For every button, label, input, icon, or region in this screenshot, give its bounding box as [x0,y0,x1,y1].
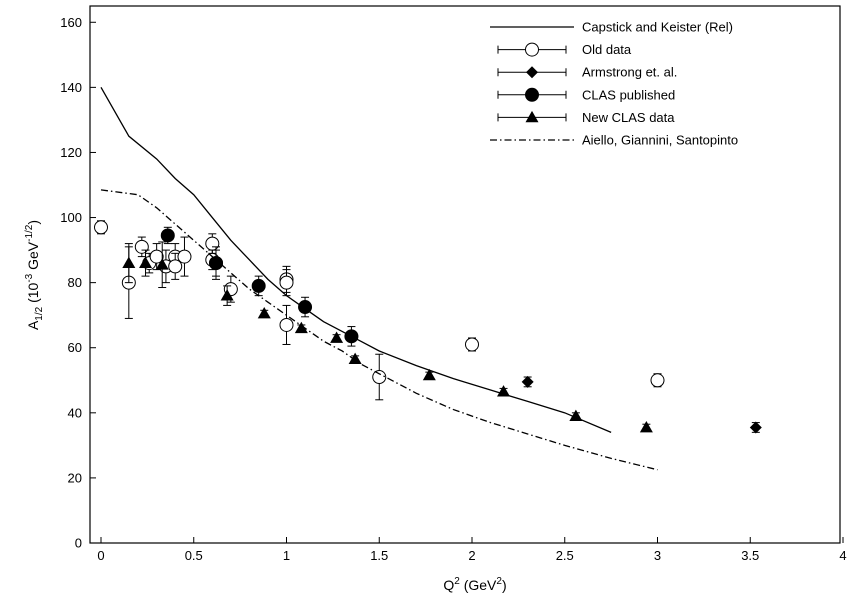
data-point [94,220,108,235]
data-point [168,259,183,274]
data-point [465,337,479,352]
x-tick-label: 2 [468,548,475,563]
data-point [155,258,169,270]
legend-label: Old data [582,42,632,57]
x-tick-label: 4 [839,548,846,563]
legend-item: Capstick and Keister (Rel) [490,20,733,35]
y-tick-label: 60 [68,340,82,355]
legend-label: CLAS published [582,87,675,102]
data-point [330,331,344,343]
legend-label: Capstick and Keister (Rel) [582,20,733,35]
series-2 [521,375,762,434]
x-tick-label: 3 [654,548,661,563]
x-tick-label: 0 [97,548,104,563]
legend-label: Aiello, Giannini, Santopinto [582,133,738,148]
data-point [257,307,271,319]
legend-label: New CLAS data [582,110,675,125]
series-layer [94,87,762,471]
legend-item: CLAS published [497,87,675,102]
y-tick-label: 80 [68,275,82,290]
legend-marker [526,66,538,79]
data-point [639,420,653,433]
y-axis-label: A1/2 (10-3 GeV-1/2) [24,220,45,330]
data-point [422,368,436,381]
data-point [749,421,762,434]
x-axis-label: Q2 (GeV2) [443,576,506,593]
data-point [139,256,153,268]
y-tick-label: 100 [60,210,82,225]
data-point [348,352,362,364]
series-line [100,189,658,471]
data-point [209,256,224,271]
data-point [122,256,136,268]
legend: Capstick and Keister (Rel) Old data Armstr… [490,20,738,148]
data-point [298,300,313,315]
series-1 [94,220,665,401]
data-point [279,275,294,290]
series-5 [100,189,658,471]
y-axis: 0 20 40 60 80 100 120 140 160 [60,15,96,551]
data-point [497,385,511,397]
data-point [279,317,294,332]
data-point [251,278,266,293]
data-point [160,228,175,243]
y-tick-label: 0 [75,536,82,551]
y-tick-label: 140 [60,80,82,95]
legend-item: New CLAS data [497,110,675,125]
legend-marker [525,87,539,102]
x-tick-label: 1 [283,548,290,563]
data-point [294,321,308,334]
data-point [650,373,665,388]
legend-item: Aiello, Giannini, Santopinto [490,133,738,148]
data-point [220,289,234,301]
y-tick-label: 160 [60,15,82,30]
x-tick-label: 3.5 [741,548,759,563]
data-point [521,375,534,388]
legend-label: Armstrong et. al. [582,65,677,80]
data-point [149,249,164,264]
data-point [372,370,387,385]
x-tick-label: 0.5 [185,548,203,563]
data-point [569,409,583,421]
y-tick-label: 40 [68,405,82,420]
y-tick-label: 120 [60,145,82,160]
series-3 [160,226,359,347]
data-point [134,239,149,254]
series-4 [122,241,653,433]
legend-marker [525,42,539,57]
legend-item: Armstrong et. al. [497,65,677,80]
legend-marker [525,110,539,123]
y-tick-label: 20 [68,470,82,485]
data-point [177,249,192,264]
legend-item: Old data [497,42,632,57]
x-tick-label: 2.5 [556,548,574,563]
data-point [205,236,220,251]
data-point [344,329,359,344]
plot-frame [89,5,841,544]
x-tick-label: 1.5 [370,548,388,563]
x-axis: 0 0.5 1 1.5 2 2.5 3 3.5 4 [97,537,847,563]
